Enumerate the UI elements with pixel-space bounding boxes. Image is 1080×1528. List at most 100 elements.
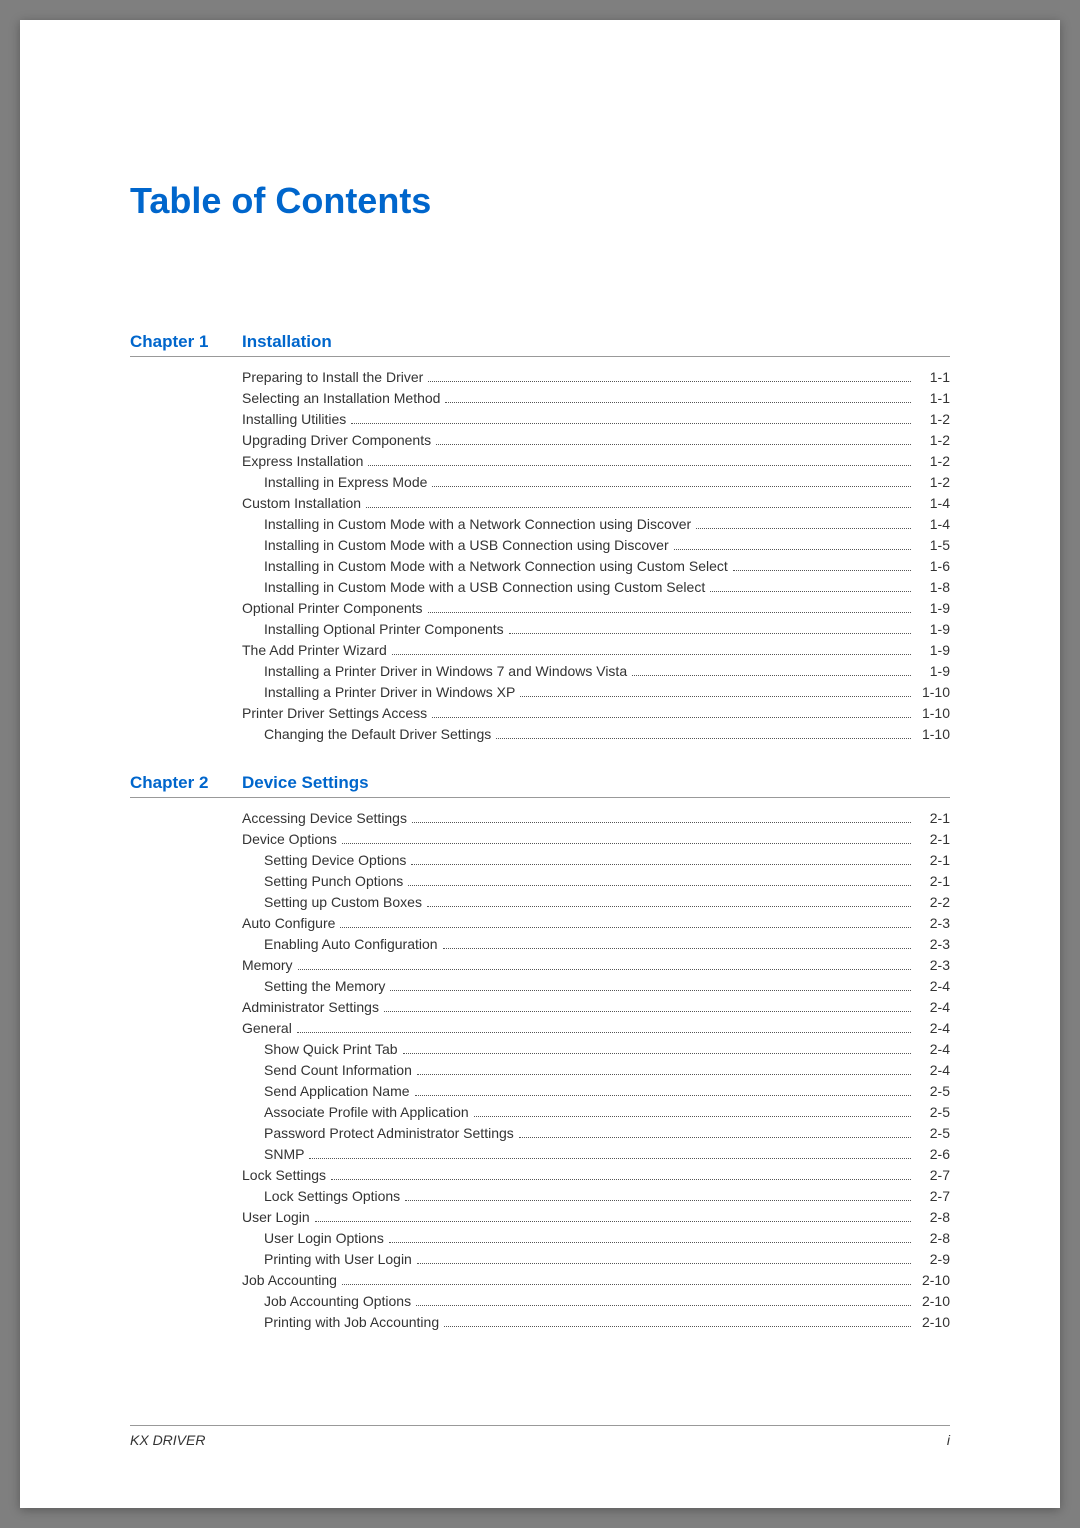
toc-entry[interactable]: Printing with Job Accounting2-10 <box>242 1312 950 1333</box>
toc-entry[interactable]: Printing with User Login2-9 <box>242 1249 950 1270</box>
toc-entry-page: 1-10 <box>916 724 950 745</box>
toc-entry-page: 1-4 <box>916 514 950 535</box>
toc-entry-label: Printer Driver Settings Access <box>242 703 427 724</box>
toc-entry-label: Upgrading Driver Components <box>242 430 431 451</box>
toc-entry-page: 2-4 <box>916 976 950 997</box>
toc-entry-page: 1-10 <box>916 703 950 724</box>
toc-entry[interactable]: Job Accounting Options2-10 <box>242 1291 950 1312</box>
toc-entry[interactable]: Show Quick Print Tab2-4 <box>242 1039 950 1060</box>
toc-entry-label: Installing Utilities <box>242 409 346 430</box>
toc-entry-page: 2-5 <box>916 1102 950 1123</box>
toc-entry[interactable]: Installing in Custom Mode with a USB Con… <box>242 535 950 556</box>
toc-leader-dots <box>696 528 911 529</box>
toc-leader-dots <box>351 423 911 424</box>
toc-entry-page: 2-1 <box>916 808 950 829</box>
chapter-label[interactable]: Chapter 1 <box>130 332 242 352</box>
toc-leader-dots <box>519 1137 911 1138</box>
toc-entry[interactable]: Send Application Name2-5 <box>242 1081 950 1102</box>
toc-entry[interactable]: General2-4 <box>242 1018 950 1039</box>
toc-entry-page: 1-6 <box>916 556 950 577</box>
toc-entry[interactable]: Installing Utilities1-2 <box>242 409 950 430</box>
toc-entry[interactable]: Upgrading Driver Components1-2 <box>242 430 950 451</box>
toc-entry-page: 2-10 <box>916 1270 950 1291</box>
toc-entry[interactable]: Memory 2-3 <box>242 955 950 976</box>
toc-entry[interactable]: Setting Punch Options 2-1 <box>242 871 950 892</box>
toc-leader-dots <box>496 738 911 739</box>
toc-entry[interactable]: Installing in Custom Mode with a USB Con… <box>242 577 950 598</box>
toc-entry[interactable]: Associate Profile with Application 2-5 <box>242 1102 950 1123</box>
toc-entry[interactable]: User Login2-8 <box>242 1207 950 1228</box>
toc-leader-dots <box>405 1200 911 1201</box>
footer-right: i <box>947 1432 950 1448</box>
toc-entry[interactable]: Setting the Memory2-4 <box>242 976 950 997</box>
toc-entry[interactable]: Express Installation1-2 <box>242 451 950 472</box>
chapter-label[interactable]: Chapter 2 <box>130 773 242 793</box>
toc-entry[interactable]: Custom Installation1-4 <box>242 493 950 514</box>
footer-left: KX DRIVER <box>130 1432 205 1448</box>
toc-entry[interactable]: Setting Device Options 2-1 <box>242 850 950 871</box>
toc-entry-page: 2-1 <box>916 871 950 892</box>
toc-entry[interactable]: Auto Configure2-3 <box>242 913 950 934</box>
toc-entry[interactable]: Printer Driver Settings Access 1-10 <box>242 703 950 724</box>
toc-leader-dots <box>412 822 911 823</box>
toc-entry[interactable]: Installing a Printer Driver in Windows X… <box>242 682 950 703</box>
toc-entry[interactable]: Selecting an Installation Method1-1 <box>242 388 950 409</box>
toc-entry[interactable]: Enabling Auto Configuration2-3 <box>242 934 950 955</box>
toc-entry-label: Installing a Printer Driver in Windows 7… <box>264 661 627 682</box>
toc-entry-label: Associate Profile with Application <box>264 1102 469 1123</box>
toc-leader-dots <box>416 1305 911 1306</box>
toc-leader-dots <box>298 969 911 970</box>
toc-entry-label: Setting Device Options <box>264 850 406 871</box>
toc-entry[interactable]: Send Count Information2-4 <box>242 1060 950 1081</box>
chapter-title[interactable]: Device Settings <box>242 773 369 793</box>
toc-leader-dots <box>342 1284 911 1285</box>
toc-entry-label: Installing a Printer Driver in Windows X… <box>264 682 515 703</box>
toc-leader-dots <box>368 465 911 466</box>
toc-entry[interactable]: Administrator Settings2-4 <box>242 997 950 1018</box>
toc-leader-dots <box>331 1179 911 1180</box>
chapter-title[interactable]: Installation <box>242 332 332 352</box>
toc-leader-dots <box>674 549 911 550</box>
toc-entry[interactable]: User Login Options2-8 <box>242 1228 950 1249</box>
toc-entry[interactable]: The Add Printer Wizard1-9 <box>242 640 950 661</box>
toc-entry-label: Memory <box>242 955 293 976</box>
toc-entry-page: 2-3 <box>916 955 950 976</box>
toc-leader-dots <box>309 1158 911 1159</box>
toc-entry[interactable]: Password Protect Administrator Settings2… <box>242 1123 950 1144</box>
toc-entry-label: Installing Optional Printer Components <box>264 619 504 640</box>
toc-leader-dots <box>392 654 911 655</box>
toc-entry-page: 1-5 <box>916 535 950 556</box>
toc-leader-dots <box>436 444 911 445</box>
toc-entry-label: Setting Punch Options <box>264 871 403 892</box>
toc-entry-label: Preparing to Install the Driver <box>242 367 423 388</box>
toc-entry-page: 2-5 <box>916 1081 950 1102</box>
toc-entry[interactable]: Device Options2-1 <box>242 829 950 850</box>
toc-entry[interactable]: Installing in Custom Mode with a Network… <box>242 514 950 535</box>
toc-entry-label: Device Options <box>242 829 337 850</box>
page-title: Table of Contents <box>130 180 950 222</box>
toc-entry[interactable]: Installing in Custom Mode with a Network… <box>242 556 950 577</box>
toc-leader-dots <box>411 864 911 865</box>
toc-entry[interactable]: Installing a Printer Driver in Windows 7… <box>242 661 950 682</box>
toc-entry[interactable]: Setting up Custom Boxes2-2 <box>242 892 950 913</box>
toc-entry-page: 1-2 <box>916 472 950 493</box>
toc-entry-label: Optional Printer Components <box>242 598 423 619</box>
toc-leader-dots <box>342 843 911 844</box>
toc-entry-label: Installing in Express Mode <box>264 472 427 493</box>
toc-entry[interactable]: Optional Printer Components1-9 <box>242 598 950 619</box>
toc-entry[interactable]: SNMP2-6 <box>242 1144 950 1165</box>
toc-entry-page: 2-6 <box>916 1144 950 1165</box>
chapter-block: Chapter 1Installation Preparing to Instal… <box>130 332 950 745</box>
toc-entry-page: 2-3 <box>916 934 950 955</box>
toc-entry[interactable]: Job Accounting2-10 <box>242 1270 950 1291</box>
toc-entry-page: 2-1 <box>916 850 950 871</box>
toc-entry[interactable]: Installing Optional Printer Components1-… <box>242 619 950 640</box>
toc-entry-page: 1-1 <box>916 388 950 409</box>
toc-entry[interactable]: Accessing Device Settings2-1 <box>242 808 950 829</box>
toc-entry[interactable]: Changing the Default Driver Settings1-10 <box>242 724 950 745</box>
toc-entry[interactable]: Preparing to Install the Driver1-1 <box>242 367 950 388</box>
toc-entry[interactable]: Installing in Express Mode 1-2 <box>242 472 950 493</box>
toc-entry[interactable]: Lock Settings Options2-7 <box>242 1186 950 1207</box>
toc-entry-page: 2-5 <box>916 1123 950 1144</box>
toc-entry[interactable]: Lock Settings2-7 <box>242 1165 950 1186</box>
